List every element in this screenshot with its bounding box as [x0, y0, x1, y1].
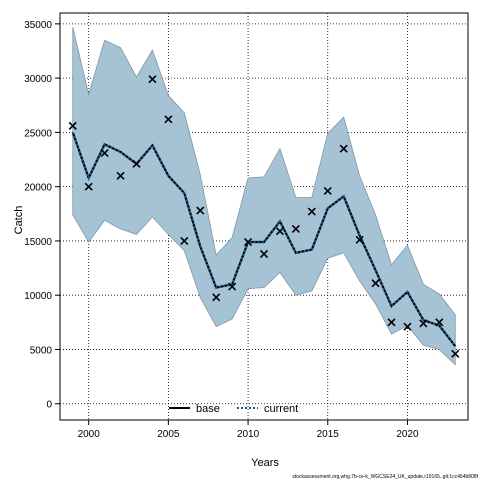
observed-point	[387, 318, 396, 327]
observed-point	[259, 249, 269, 259]
y-tick-label: 25000	[24, 128, 52, 139]
observed-point	[84, 182, 93, 191]
observed-point	[451, 349, 460, 358]
observed-point	[228, 282, 237, 291]
observed-point	[339, 144, 348, 153]
x-tick-label: 2015	[317, 429, 340, 440]
y-tick-label: 30000	[24, 74, 52, 85]
observed-point	[419, 319, 428, 328]
observed-point	[291, 224, 300, 234]
x-tick-label: 2005	[157, 429, 180, 440]
observed-point	[435, 318, 444, 327]
observed-point	[180, 236, 189, 245]
y-tick-label: 20000	[24, 183, 52, 194]
observed-point	[164, 115, 173, 124]
y-tick-label: 5000	[30, 345, 53, 356]
footnote: stockassessment.org,whg.7b-ce-k_WGCSE24_…	[292, 474, 478, 480]
axes: 2000 2005 2010 2015 2020 0 5000 10000 15000 20000…	[24, 20, 419, 440]
x-tick-label: 2000	[78, 429, 101, 440]
confidence-band	[72, 27, 456, 366]
legend: base current	[169, 403, 298, 415]
y-axis-label: Catch	[13, 206, 25, 235]
observed-point	[323, 186, 332, 196]
y-tick-label: 15000	[24, 237, 52, 248]
plot-frame	[59, 12, 469, 421]
observed-point	[243, 237, 253, 247]
x-axis-label: Years	[251, 457, 279, 469]
legend-current-label: current	[264, 403, 298, 415]
observed-point	[212, 293, 221, 302]
legend-base-label: base	[196, 403, 220, 415]
observed-point	[68, 121, 77, 130]
y-tick-label: 0	[46, 400, 52, 411]
observed-point	[148, 75, 157, 84]
observed-point	[116, 171, 125, 180]
x-tick-label: 2020	[396, 429, 419, 440]
observed-point	[100, 148, 109, 158]
x-tick-label: 2010	[237, 429, 260, 440]
confidence-band-area	[72, 27, 456, 366]
y-tick-label: 10000	[24, 291, 52, 302]
observed-point	[355, 235, 364, 244]
observed-point	[132, 159, 141, 168]
observed-points	[68, 75, 460, 358]
observed-point	[371, 279, 380, 288]
observed-point	[275, 227, 285, 236]
observed-point	[196, 206, 205, 215]
y-tick-label: 35000	[24, 20, 52, 31]
observed-point	[307, 207, 316, 216]
observed-point	[403, 322, 412, 331]
